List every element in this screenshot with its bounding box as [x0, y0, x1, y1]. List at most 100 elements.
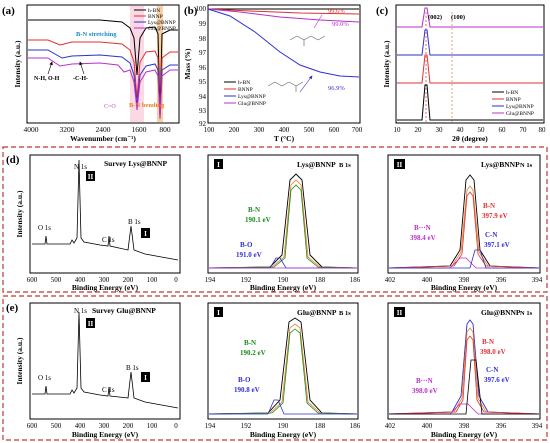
panel-a-ylabel: Intensity (a.u.)	[13, 40, 22, 87]
svg-text:394: 394	[532, 276, 543, 284]
b1s-e-bo-label: B-O	[238, 376, 251, 384]
svg-text:80: 80	[539, 126, 547, 134]
b1s-d-box	[214, 159, 223, 169]
b1s-e-envelope	[208, 317, 358, 415]
ftir-curve-glu	[28, 57, 178, 120]
svg-text:10: 10	[394, 126, 402, 134]
svg-text:200: 200	[123, 276, 134, 284]
svg-text:188: 188	[315, 276, 326, 284]
svg-text:95: 95	[199, 78, 207, 86]
panel-c-label: (c)	[376, 5, 389, 17]
b1s-e-sub: B 1s	[339, 310, 351, 317]
panel-e: (e) Survey Glu@BNNP O 1s N 1s C 1s B 1s …	[2, 295, 548, 441]
b1s-e-xlabel: Binding Energy (eV)	[250, 430, 317, 439]
n1s-d-bhn-peak	[389, 257, 539, 269]
panel-c: (c) (002) (100) h-BN BNNP Lys@BNNP Glu@B…	[376, 4, 547, 143]
tga-annot-96-9: 96.9%	[328, 85, 345, 92]
panel-c-legend: h-BN BNNP Lys@BNNP Glu@BNNP	[492, 90, 534, 117]
n1s-e-envelope	[388, 319, 540, 415]
tga-curve-bnnp	[207, 8, 360, 15]
survey-e-xlabel: Binding Energy (eV)	[72, 430, 139, 439]
svg-text:60: 60	[499, 126, 507, 134]
n1s-d-cn-label: C-N	[485, 231, 497, 239]
n1s-glu: II Glu@BNNP N 1s B-N 398.0 eV B···N 398.…	[385, 302, 543, 439]
svg-text:0: 0	[174, 276, 178, 284]
svg-text:192: 192	[241, 422, 252, 430]
svg-text:700: 700	[352, 126, 363, 134]
survey-e-box-ii	[86, 318, 95, 328]
panel-a-label: (a)	[2, 5, 15, 17]
svg-text:800: 800	[159, 125, 171, 134]
xrd-curve-hbn	[397, 84, 543, 121]
survey-e-title: Survey Glu@BNNP	[92, 306, 156, 315]
svg-text:50: 50	[478, 126, 486, 134]
b1s-e-bn-label: B-N	[244, 339, 256, 347]
n1s-d-cn-peak	[389, 249, 539, 269]
svg-text:600: 600	[329, 126, 340, 134]
n1s-e-sub: N 1s	[520, 310, 533, 317]
svg-text:Lys@BNNP: Lys@BNNP	[506, 104, 534, 110]
n1s-d-sub: N 1s	[520, 162, 533, 169]
survey-glu: Survey Glu@BNNP O 1s N 1s C 1s B 1s II I…	[15, 302, 181, 439]
glutamic-acid-structure	[289, 35, 326, 46]
n1s-d-xticks: 402 400 398 396 394	[385, 276, 543, 284]
panel-c-frame	[395, 4, 545, 124]
band-bn-stretch	[130, 6, 144, 122]
panel-b-xlabel: T (°C)	[274, 134, 295, 143]
survey-d-c1s: C 1s	[102, 236, 115, 244]
svg-text:70: 70	[520, 126, 528, 134]
panel-b-ylabel: Mass (%)	[183, 48, 192, 80]
arrow-ch	[79, 61, 85, 75]
svg-text:100: 100	[204, 126, 215, 134]
survey-e-c1s: C 1s	[102, 386, 115, 394]
b1s-d-fit	[208, 179, 358, 269]
svg-text:186: 186	[350, 422, 361, 430]
panel-a-xticks: 4000 3200 2400 1600 800	[24, 125, 171, 134]
n1s-e-xlabel: Binding Energy (eV)	[431, 430, 498, 439]
panel-a: (a) h-BN BNNP Lys@BNNP Glu@BNNP B-N stre…	[2, 4, 180, 143]
svg-text:402: 402	[385, 276, 396, 284]
svg-text:93: 93	[199, 107, 207, 115]
svg-text:I: I	[144, 230, 147, 238]
n1s-d-bhn-label: B···N	[414, 224, 431, 232]
panel-b: (b) 100 99 98 97 96 95 94 93 92 99.6% 99…	[183, 4, 363, 143]
n1s-d-xlabel: Binding Energy (eV)	[431, 283, 498, 292]
svg-text:0: 0	[174, 422, 178, 430]
panel-d-label: (d)	[6, 154, 20, 166]
survey-e-ylabel: Intensity (a.u.)	[15, 337, 24, 384]
b1s-e-fit	[208, 323, 358, 415]
b1s-d-bo-label: B-O	[240, 241, 253, 249]
panel-d: (d) Survey Lys@BNNP O 1s N 1s C 1s B 1s …	[2, 146, 548, 293]
n1s-e-cn-label: C-N	[486, 366, 498, 374]
n1s-e-xticks: 402 400 398 396 394	[385, 422, 543, 430]
b1s-d-title: Lys@BNNP	[297, 160, 336, 169]
svg-text:400: 400	[75, 422, 86, 430]
b1s-d-frame	[207, 154, 359, 274]
n1s-d-bn-label: B-N	[483, 202, 495, 210]
n1s-d-title: Lys@BNNP	[481, 160, 520, 169]
survey-d-title: Survey Lys@BNNP	[104, 159, 167, 168]
svg-text:4000: 4000	[24, 125, 39, 134]
b1s-e-bo-peak	[209, 399, 357, 415]
lysine-structure	[267, 81, 304, 92]
b1s-d-bn-label: B-N	[248, 206, 260, 214]
n1s-e-box	[394, 307, 405, 317]
b1s-d-sub: B 1s	[339, 162, 351, 169]
panel-c-xlabel: 2θ (degree)	[452, 134, 488, 143]
svg-text:II: II	[397, 309, 403, 317]
ftir-curve-hbn	[28, 19, 178, 113]
b1s-e-bo-ev: 190.8 eV	[234, 386, 260, 394]
xrd-peak-100: (100)	[451, 14, 465, 21]
survey-d-frame	[29, 154, 181, 274]
svg-text:300: 300	[99, 422, 110, 430]
survey-d-b1s: B 1s	[128, 218, 141, 226]
svg-text:398: 398	[459, 276, 470, 284]
svg-text:300: 300	[99, 276, 110, 284]
panel-e-label: (e)	[6, 302, 19, 314]
band-bn-bend	[157, 6, 163, 122]
svg-text:400: 400	[279, 126, 290, 134]
arrow-nh	[47, 61, 53, 75]
tga-annot-99-0: 99.0%	[332, 21, 349, 28]
svg-text:190: 190	[278, 422, 289, 430]
